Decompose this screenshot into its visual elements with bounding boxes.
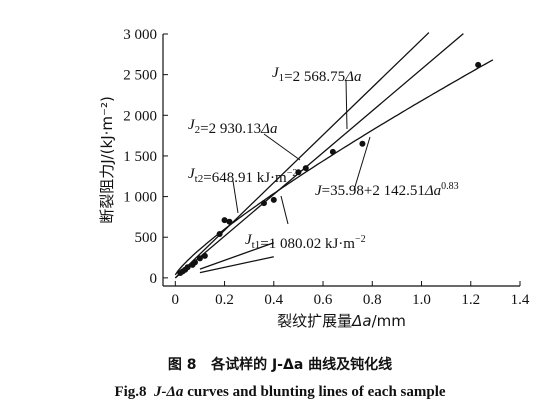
x-tick-label: 0.4 [264,292,283,308]
annotation-leader-4 [280,195,289,225]
data-point [260,200,267,207]
chart-svg: 0 500 1 000 1 500 2 000 2 500 3 000 0 0.2 0.4 0.6 0… [98,27,530,330]
annotation-1: J2=2 930.13Δa [188,117,277,137]
series-line-2 [199,256,274,274]
y-axis-title: 断裂阻力J/(kJ·m⁻²) [98,96,116,224]
y-tick-label: 2 000 [123,108,157,124]
y-tick-label: 500 [135,230,158,246]
series-line-1 [174,32,430,279]
series-line-3 [199,242,275,270]
series-line-0 [174,33,464,279]
caption-cn-text: 各试样的 J-Δa 曲线及钝化线 [211,357,393,373]
data-point [270,196,277,203]
y-tick-label: 1 000 [123,190,157,206]
data-point [475,61,482,68]
data-point [201,252,208,259]
data-point [302,165,309,172]
annotation-leader-3 [353,136,371,191]
x-tick-label: 0.8 [363,292,382,308]
annotation-leader-2 [232,180,239,214]
annotation-3: J=35.98+2 142.51Δa0.83 [315,181,459,199]
data-point [359,140,366,147]
caption-chinese: 图 8 各试样的 J-Δa 曲线及钝化线 [0,354,560,374]
y-tick-label: 3 000 [123,27,157,43]
x-tick-label: 1.2 [461,292,480,308]
annotation-4: Jt1=1 080.02 kJ·m−2 [245,232,366,252]
data-point [184,264,191,271]
x-tick-label: 1.0 [412,292,431,308]
x-tick-label: 0 [172,292,180,308]
x-tick-label: 0.2 [215,292,234,308]
data-point [226,218,233,225]
annotation-leader-0 [345,79,348,130]
annotation-0: J1=2 568.75Δa [272,65,361,85]
y-tick-label: 1 500 [123,149,157,165]
y-tick-label: 2 500 [123,68,157,84]
data-point [295,169,302,176]
caption-english: Fig.8 J-Δa curves and blunting lines of … [0,384,560,401]
caption-cn-prefix: 图 8 [167,357,197,373]
x-axis-title: 裂纹扩展量Δa/mm [277,312,406,330]
annotation-2: Jt2=648.91 kJ·m−2 [188,166,297,186]
data-point [221,217,228,224]
data-point [329,148,336,155]
y-tick-label: 0 [150,271,158,287]
caption-en-symbol: J-Δa [154,384,184,400]
x-tick-label: 0.6 [314,292,333,308]
data-point [196,255,203,262]
caption-en-prefix: Fig.8 [114,384,147,400]
caption-en-text: curves and blunting lines of each sample [187,384,446,400]
data-point [192,259,199,266]
x-tick-label: 1.4 [511,292,530,308]
data-point [216,230,223,237]
annotation-leader-1 [263,133,301,161]
plot-series-group [174,32,494,279]
